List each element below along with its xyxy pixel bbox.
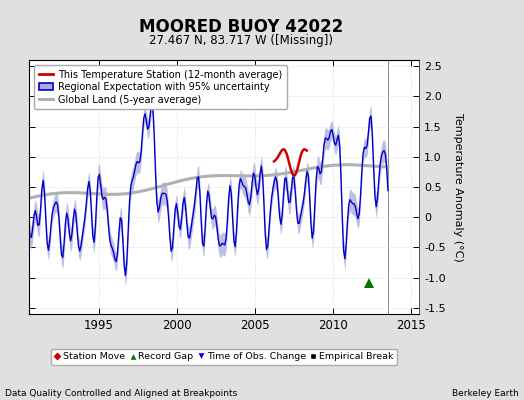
Text: 27.467 N, 83.717 W ([Missing]): 27.467 N, 83.717 W ([Missing])	[149, 34, 333, 47]
Text: Data Quality Controlled and Aligned at Breakpoints: Data Quality Controlled and Aligned at B…	[5, 389, 237, 398]
Legend: Station Move, Record Gap, Time of Obs. Change, Empirical Break: Station Move, Record Gap, Time of Obs. C…	[51, 349, 397, 365]
Y-axis label: Temperature Anomaly (°C): Temperature Anomaly (°C)	[453, 113, 463, 261]
Text: MOORED BUOY 42022: MOORED BUOY 42022	[139, 18, 343, 36]
Text: Berkeley Earth: Berkeley Earth	[452, 389, 519, 398]
